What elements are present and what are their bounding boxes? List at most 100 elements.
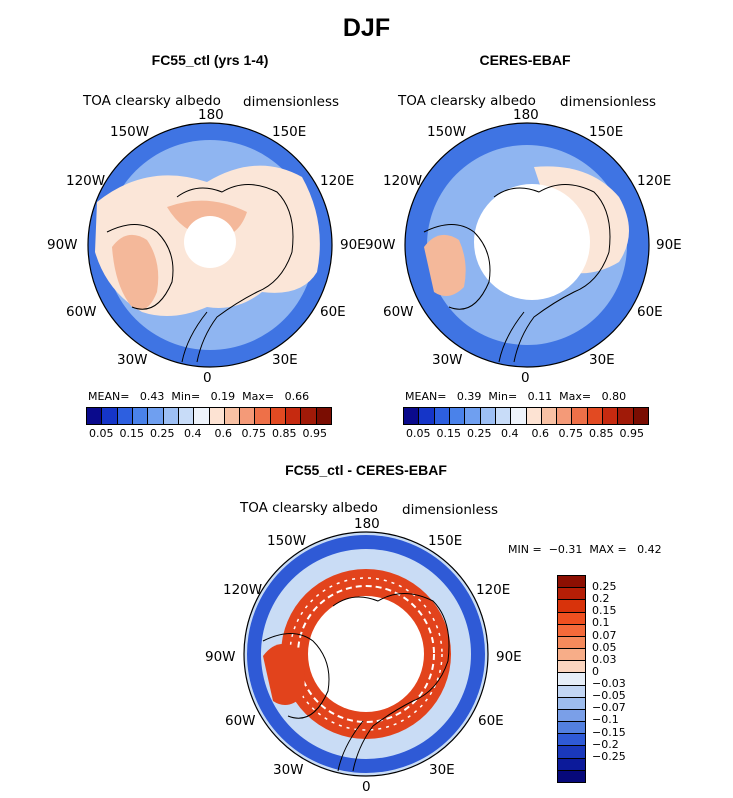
stats-diff: MIN = −0.31 MAX = 0.42 — [508, 543, 662, 556]
lon-label-150W: 150W — [110, 124, 150, 140]
colorbar-tick-label: 0.25 — [592, 580, 617, 594]
lon-label-90W: 90W — [205, 649, 236, 665]
colorbar-swatch — [178, 408, 195, 424]
colorbar-model — [86, 407, 332, 425]
colorbar-swatch — [572, 408, 588, 424]
panel-title-obs: CERES-EBAF — [479, 52, 571, 68]
lon-label-150E: 150E — [272, 124, 307, 140]
colorbar-swatch — [618, 408, 634, 424]
colorbar-swatch — [495, 408, 512, 424]
colorbar-tick-label: −0.05 — [592, 689, 626, 703]
lon-label-60E: 60E — [320, 304, 346, 320]
colorbar-tick-label: −0.07 — [592, 701, 626, 715]
colorbar-swatch — [558, 697, 585, 710]
colorbar-swatch — [117, 408, 133, 424]
lon-label-90E: 90E — [496, 649, 522, 665]
units-label-model: dimensionless — [243, 94, 340, 110]
coastline — [106, 224, 174, 310]
colorbar-tick-label: 0.07 — [592, 628, 617, 642]
lon-label-60W: 60W — [383, 304, 414, 320]
coastline — [498, 311, 525, 363]
colorbar-swatch — [603, 408, 619, 424]
colorbar-tick-label: −0.15 — [592, 725, 626, 739]
colorbar-tick-label: 0.15 — [592, 604, 617, 618]
greenland — [112, 234, 159, 310]
colorbar-swatch — [558, 709, 585, 723]
coastline — [423, 224, 491, 310]
colorbar-ticks-model: 0.05 0.15 0.25 0.4 0.6 0.75 0.85 0.95 — [86, 427, 330, 441]
colorbar-tick-label: 0.4 — [184, 427, 202, 440]
colorbar-tick-label: 0.6 — [531, 427, 550, 440]
lon-label-150W: 150W — [427, 124, 467, 140]
polar-map-obs — [404, 122, 650, 368]
lon-label-60E: 60E — [637, 304, 663, 320]
colorbar-swatch — [558, 661, 585, 674]
negative-ring — [247, 535, 485, 773]
colorbar-tick-label: 0.15 — [119, 427, 145, 440]
colorbar-tick-label: 0.03 — [592, 652, 617, 666]
colorbar-swatch — [558, 624, 585, 637]
lon-label-90W: 90W — [365, 237, 396, 253]
polar-mask — [474, 184, 590, 300]
lon-label-120W: 120W — [223, 582, 263, 598]
colorbar-tick-label: 0.95 — [619, 427, 645, 440]
colorbar-swatch — [194, 408, 210, 424]
colorbar-tick-label: −0.1 — [592, 713, 619, 727]
greenland — [424, 234, 466, 296]
lon-label-30W: 30W — [273, 762, 304, 778]
lon-label-90E: 90E — [656, 237, 682, 253]
colorbar-tick-label: 0.75 — [558, 427, 584, 440]
colorbar-swatch — [558, 734, 585, 747]
stats-model: MEAN= 0.43 Min= 0.19 Max= 0.66 — [88, 390, 310, 403]
lon-label-30W: 30W — [117, 352, 148, 368]
colorbar-swatch — [511, 408, 527, 424]
lon-label-60E: 60E — [478, 713, 504, 729]
colorbar-swatch — [558, 600, 585, 613]
colorbar-swatch — [286, 408, 302, 424]
panel-title-diff: FC55_ctl - CERES-EBAF — [285, 462, 447, 478]
colorbar-swatch — [224, 408, 241, 424]
polar-mask — [184, 216, 236, 268]
colorbar-swatch — [558, 612, 585, 625]
colorbar-swatch — [558, 673, 585, 686]
colorbar-swatch — [132, 408, 149, 424]
colorbar-tick-label: 0.25 — [467, 427, 492, 440]
colorbar-tick-label: 0.6 — [214, 427, 233, 440]
colorbar-tick-label: 0.85 — [589, 427, 614, 440]
colorbar-swatch — [419, 408, 435, 424]
colorbar-swatch — [465, 408, 481, 424]
lon-label-120W: 120W — [383, 173, 423, 189]
colorbar-tick-label: 0.25 — [150, 427, 175, 440]
colorbar-swatch — [558, 685, 585, 698]
colorbar-swatch — [558, 770, 585, 782]
colorbar-swatch — [449, 408, 466, 424]
lon-label-150E: 150E — [589, 124, 624, 140]
map-border — [87, 122, 333, 368]
coastline — [337, 720, 364, 772]
colorbar-swatch — [209, 408, 225, 424]
colorbar-swatch — [255, 408, 271, 424]
lon-label-120E: 120E — [637, 173, 672, 189]
colorbar-swatch — [148, 408, 164, 424]
lon-label-150E: 150E — [428, 533, 463, 549]
field-label-model: TOA clearsky albedo — [83, 93, 221, 109]
colorbar-swatch — [587, 408, 604, 424]
lon-label-60W: 60W — [225, 713, 256, 729]
polar-mask — [308, 596, 424, 712]
lon-label-30E: 30E — [589, 352, 615, 368]
coastline — [262, 633, 330, 719]
colorbar-swatch — [558, 746, 585, 759]
colorbar-tick-label: 0.15 — [436, 427, 462, 440]
lon-label-90W: 90W — [47, 237, 78, 253]
lon-label-90E: 90E — [340, 237, 366, 253]
colorbar-tick-label: 0.2 — [592, 592, 610, 606]
greenland-anomaly — [263, 643, 305, 705]
colorbar-swatch — [558, 636, 585, 650]
colorbar-tick-label: 0.05 — [89, 427, 114, 440]
colorbar-swatch — [633, 408, 648, 424]
figure-title: DJF — [342, 14, 391, 42]
colorbar-swatch — [557, 408, 573, 424]
colorbar-swatch — [301, 408, 317, 424]
colorbar-swatch — [558, 576, 585, 589]
colorbar-swatch — [270, 408, 287, 424]
